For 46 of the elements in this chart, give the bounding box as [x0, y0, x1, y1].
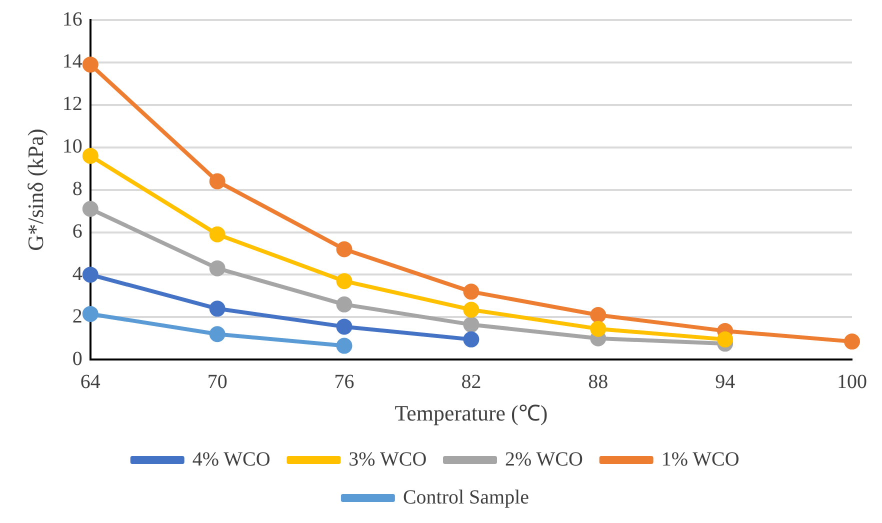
point	[209, 226, 226, 242]
point	[590, 320, 606, 337]
point	[590, 307, 606, 324]
legend-label: 4% WCO	[192, 448, 270, 470]
y-tick-label: 2	[72, 305, 82, 328]
x-axis-title: Temperature (℃)	[394, 400, 548, 426]
y-tick-label: 4	[72, 262, 82, 285]
point	[717, 331, 734, 348]
point	[463, 331, 480, 348]
point	[463, 316, 480, 333]
point	[463, 302, 480, 318]
point	[82, 266, 98, 283]
point	[209, 326, 226, 342]
point	[82, 56, 98, 73]
legend-label: Control Sample	[402, 486, 530, 508]
legend-label: 2% WCO	[505, 448, 583, 470]
point	[336, 338, 352, 354]
y-tick-label: 12	[62, 93, 82, 116]
point	[463, 284, 480, 300]
point	[209, 260, 226, 276]
x-tick-label: 64	[80, 370, 100, 393]
x-tick-label: 76	[334, 370, 354, 393]
y-tick-label: 6	[72, 220, 82, 242]
y-tick-label: 16	[62, 8, 82, 30]
point	[82, 306, 98, 322]
y-axis-title: G*/sinδ (kPa)	[22, 128, 48, 251]
y-tick-label: 8	[72, 178, 82, 200]
x-tick-label: 70	[207, 370, 228, 393]
y-tick-label: 14	[62, 50, 82, 73]
x-tick-label: 100	[837, 370, 867, 393]
y-tick-label: 0	[72, 348, 82, 370]
point	[336, 273, 352, 290]
point	[336, 241, 352, 258]
point	[336, 296, 352, 312]
x-tick-label: 94	[715, 370, 736, 393]
x-tick-label: 88	[588, 370, 608, 393]
point	[82, 200, 98, 217]
point	[209, 300, 226, 317]
y-tick-label: 10	[62, 136, 82, 158]
x-tick-label: 82	[461, 370, 482, 393]
legend-label: 3% WCO	[348, 448, 427, 470]
point	[844, 334, 860, 350]
point	[336, 318, 352, 335]
point	[209, 173, 226, 190]
point	[82, 148, 98, 164]
legend-label: 1% WCO	[661, 448, 740, 470]
